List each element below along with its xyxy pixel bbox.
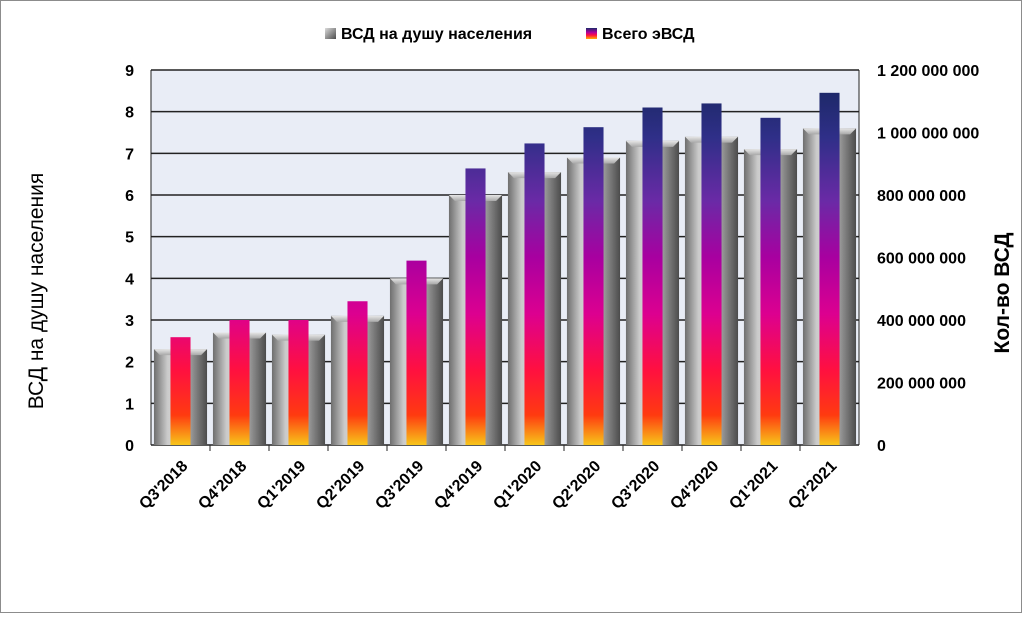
- left-tick-label: 5: [125, 230, 134, 247]
- x-tick-label: Q4'2018: [195, 458, 250, 513]
- left-axis-ticks: 0 1 2 3 4 5 6 7 8 9: [125, 63, 134, 455]
- legend-swatch-rainbow: [586, 28, 597, 39]
- left-tick-label: 2: [125, 355, 134, 372]
- right-tick-label: 200 000 000: [877, 376, 966, 393]
- x-tick-label: Q3'2019: [372, 458, 427, 513]
- plot-area: [151, 70, 859, 445]
- x-tick-label: Q3'2020: [608, 458, 663, 513]
- chart-legend: ВСД на душу населения Всего эВСД: [325, 26, 695, 43]
- bar-total: [465, 168, 486, 445]
- right-axis-title: Кол-во ВСД: [991, 232, 1014, 353]
- x-tick-label: Q1'2020: [490, 458, 545, 513]
- bar-total: [406, 260, 427, 445]
- series-total-bars: [170, 92, 840, 445]
- left-tick-label: 9: [125, 63, 134, 80]
- left-tick-label: 4: [125, 271, 134, 288]
- left-tick-label: 1: [125, 396, 134, 413]
- right-tick-label: 1 000 000 000: [877, 126, 979, 143]
- right-axis-ticks: 0 200 000 000 400 000 000 600 000 000 800 00…: [877, 63, 979, 455]
- bar-total: [583, 127, 604, 445]
- x-tick-label: Q3'2018: [136, 458, 191, 513]
- x-axis-ticks: Q3'2018 Q4'2018 Q1'2019 Q2'2019 Q3'2019 Q4'20…: [136, 458, 840, 513]
- x-tick-label: Q4'2020: [667, 458, 722, 513]
- right-tick-label: 800 000 000: [877, 188, 966, 205]
- left-tick-label: 0: [125, 438, 134, 455]
- bar-total: [701, 103, 722, 445]
- right-tick-label: 400 000 000: [877, 313, 966, 330]
- bar-total: [347, 301, 368, 445]
- x-tick-label: Q1'2021: [726, 458, 781, 513]
- left-axis-title: ВСД на душу населения: [25, 173, 48, 410]
- left-tick-label: 8: [125, 105, 134, 122]
- bar-total: [524, 143, 545, 445]
- bar-total: [642, 107, 663, 445]
- gridlines: [150, 69, 860, 451]
- bar-total: [819, 92, 840, 445]
- bar-total: [170, 337, 191, 445]
- legend-label-series-2: Всего эВСД: [602, 26, 695, 43]
- x-tick-label: Q4'2019: [431, 458, 486, 513]
- x-tick-label: Q2'2019: [313, 458, 368, 513]
- bar-total: [760, 117, 781, 445]
- left-tick-label: 6: [125, 188, 134, 205]
- x-tick-label: Q1'2019: [254, 458, 309, 513]
- bar-total: [288, 320, 309, 445]
- right-tick-label: 600 000 000: [877, 251, 966, 268]
- x-tick-label: Q2'2020: [549, 458, 604, 513]
- right-tick-label: 0: [877, 438, 886, 455]
- left-tick-label: 7: [125, 146, 134, 163]
- right-tick-label: 1 200 000 000: [877, 63, 979, 80]
- left-tick-label: 3: [125, 313, 134, 330]
- bar-total: [229, 320, 250, 445]
- legend-swatch-gray: [325, 28, 336, 39]
- legend-label-series-1: ВСД на душу населения: [341, 26, 532, 43]
- x-tick-label: Q2'2021: [785, 458, 840, 513]
